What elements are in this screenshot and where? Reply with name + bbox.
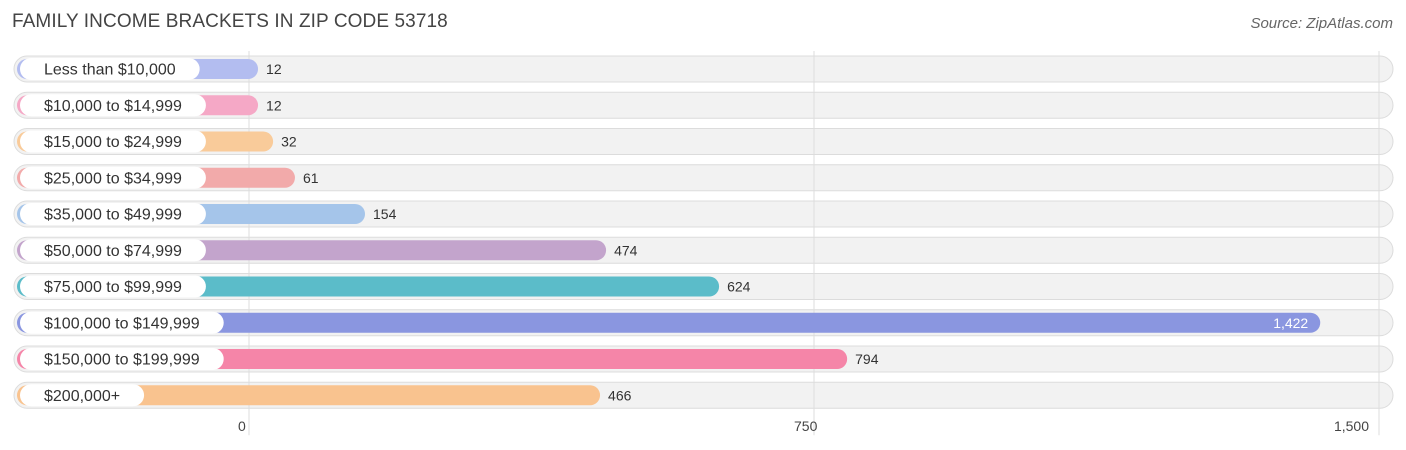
category-pill	[20, 348, 224, 370]
value-label: 154	[373, 206, 397, 222]
chart-source: Source: ZipAtlas.com	[1250, 15, 1393, 32]
bar	[17, 349, 848, 369]
category-label: $50,000 to $74,999	[44, 243, 182, 260]
x-tick-label: 0	[238, 418, 246, 434]
category-pill	[20, 239, 206, 262]
value-label: 466	[608, 387, 632, 403]
category-pill	[20, 130, 206, 153]
category-label: $200,000+	[44, 388, 120, 405]
category-label: $150,000 to $199,999	[44, 352, 200, 369]
category-label: $15,000 to $24,999	[44, 134, 182, 151]
category-pill	[20, 384, 145, 407]
value-label: 474	[614, 242, 638, 258]
row-track	[13, 128, 1394, 155]
x-tick-label: 1,500	[1334, 418, 1369, 434]
value-label: 1,422	[1273, 315, 1308, 331]
category-pill	[20, 311, 224, 334]
category-label: Less than $10,000	[44, 62, 176, 79]
category-label: $75,000 to $99,999	[44, 279, 182, 296]
value-label: 32	[281, 134, 297, 150]
value-label: 12	[266, 61, 282, 77]
category-label: $25,000 to $34,999	[44, 170, 182, 187]
category-pill	[20, 58, 200, 80]
category-pill	[20, 275, 206, 298]
category-label: $100,000 to $149,999	[44, 315, 200, 332]
category-label: $10,000 to $14,999	[44, 98, 182, 115]
value-label: 624	[727, 279, 751, 295]
category-pill	[20, 203, 206, 225]
value-label: 12	[266, 97, 282, 113]
value-label: 794	[855, 351, 879, 367]
category-pill	[20, 166, 206, 189]
category-pill	[20, 94, 206, 117]
row-track	[13, 55, 1394, 83]
bar	[17, 385, 601, 406]
bar	[17, 312, 1321, 333]
category-label: $35,000 to $49,999	[44, 207, 182, 224]
row-track	[13, 91, 1394, 119]
chart-title: FAMILY INCOME BRACKETS IN ZIP CODE 53718	[12, 11, 448, 32]
value-label: 61	[303, 170, 319, 186]
x-tick-label: 750	[794, 418, 818, 434]
row-track	[13, 164, 1394, 192]
